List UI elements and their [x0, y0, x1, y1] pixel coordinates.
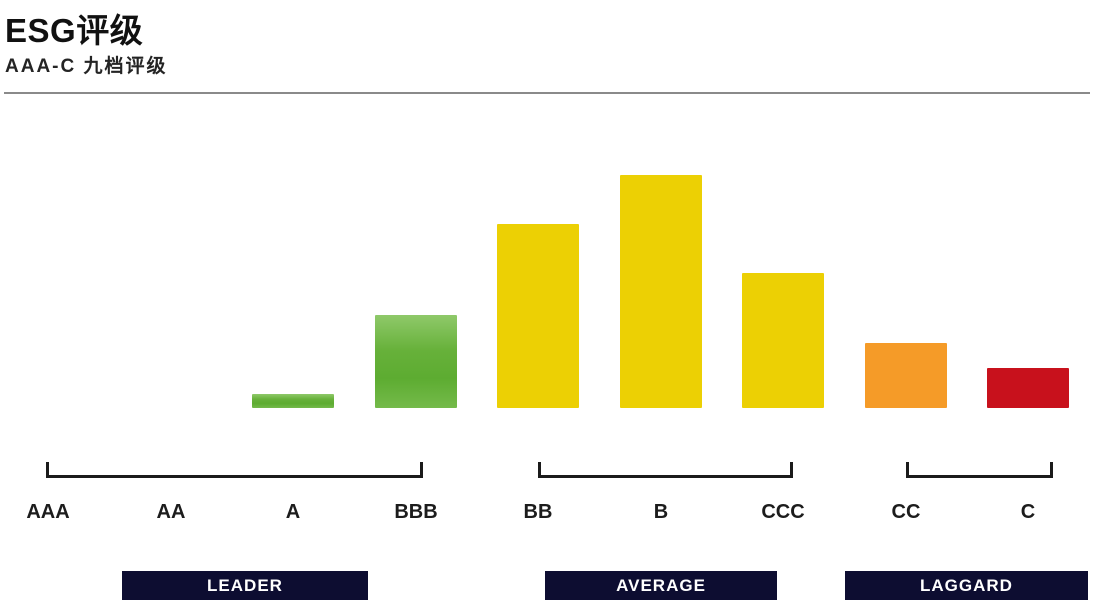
page-title: ESG评级 — [5, 12, 144, 49]
bar-CC — [865, 343, 947, 408]
group-bracket-leader — [46, 462, 423, 478]
group-badge-average: AVERAGE — [545, 571, 777, 600]
axis-label-BB: BB — [523, 501, 553, 523]
bar-BBB — [375, 315, 457, 408]
group-badge-laggard: LAGGARD — [845, 571, 1088, 600]
bar-C — [987, 368, 1069, 408]
bar-BB — [497, 224, 579, 408]
axis-label-B: B — [653, 501, 669, 523]
axis-label-CCC: CCC — [761, 501, 805, 523]
page-subtitle: AAA-C 九档评级 — [5, 56, 168, 77]
axis-label-A: A — [285, 501, 301, 523]
group-bracket-laggard — [906, 462, 1053, 478]
group-badge-leader: LEADER — [122, 571, 368, 600]
axis-label-AA: AA — [156, 501, 186, 523]
group-bracket-average — [538, 462, 793, 478]
axis-label-AAA: AAA — [26, 501, 70, 523]
bar-A — [252, 394, 334, 408]
axis-label-BBB: BBB — [394, 501, 438, 523]
axis-label-CC: CC — [891, 501, 921, 523]
axis-label-C: C — [1020, 501, 1036, 523]
bar-CCC — [742, 273, 824, 408]
divider-rule — [4, 92, 1090, 94]
bar-B — [620, 175, 702, 408]
